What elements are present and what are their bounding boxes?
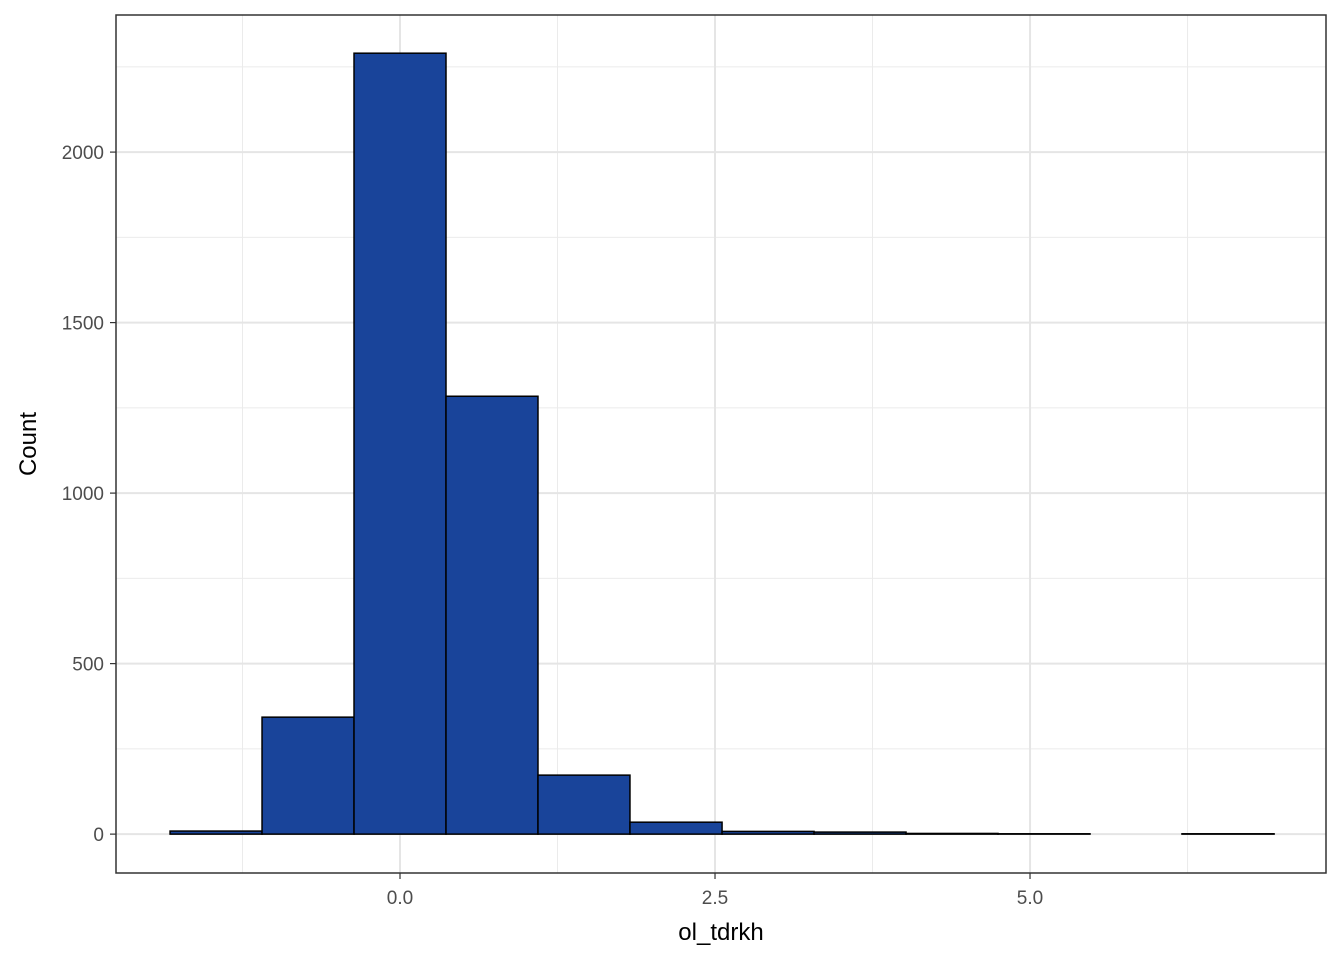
histogram-bar bbox=[537, 774, 631, 835]
histogram-bar bbox=[629, 821, 723, 835]
histogram-bar bbox=[169, 830, 263, 835]
y-tick-label: 0 bbox=[93, 825, 104, 846]
y-tick-label: 500 bbox=[72, 655, 104, 676]
histogram-bar bbox=[813, 831, 907, 835]
histogram-bar bbox=[905, 832, 999, 835]
y-tick-label: 1000 bbox=[62, 484, 104, 505]
plot-border bbox=[115, 14, 1327, 874]
y-tick-label: 1500 bbox=[62, 314, 104, 335]
histogram-bar bbox=[353, 52, 447, 835]
x-axis-title: ol_tdrkh bbox=[678, 919, 763, 946]
x-tick-label: 5.0 bbox=[1017, 888, 1043, 909]
x-tick-label: 0.0 bbox=[387, 888, 413, 909]
y-tick-label: 2000 bbox=[62, 143, 104, 164]
histogram-bar bbox=[261, 716, 355, 835]
histogram-bar bbox=[445, 395, 539, 835]
histogram-bar bbox=[721, 830, 815, 835]
y-axis-title: Count bbox=[15, 412, 42, 476]
x-tick-label: 2.5 bbox=[702, 888, 728, 909]
